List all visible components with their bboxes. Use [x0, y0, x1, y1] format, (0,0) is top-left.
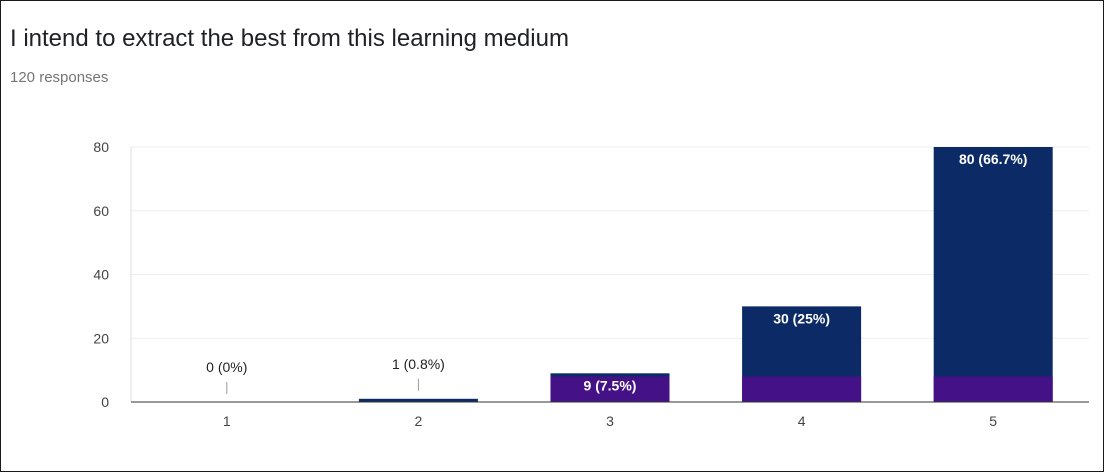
x-tick-label: 3 — [606, 413, 614, 429]
y-tick-label: 60 — [93, 203, 109, 219]
data-label: 30 (25%) — [773, 310, 830, 326]
response-count: 120 responses — [10, 69, 109, 86]
y-tick-label: 0 — [101, 394, 109, 410]
y-tick-label: 80 — [93, 139, 109, 155]
x-tick-label: 2 — [415, 413, 423, 429]
bar-overlay — [933, 376, 1053, 402]
bar-overlay — [550, 376, 670, 402]
y-tick-label: 20 — [93, 330, 109, 346]
x-tick-label: 4 — [798, 413, 806, 429]
data-label: 9 (7.5%) — [584, 377, 637, 393]
data-label: 80 (66.7%) — [959, 151, 1027, 167]
x-tick-label: 5 — [989, 413, 997, 429]
bar — [933, 147, 1053, 402]
data-label: 0 (0%) — [206, 359, 247, 375]
bar — [358, 398, 478, 402]
bar-overlay — [742, 376, 862, 402]
x-tick-label: 1 — [223, 413, 231, 429]
y-tick-label: 40 — [93, 267, 109, 283]
data-label: 1 (0.8%) — [392, 356, 445, 372]
chart-title: I intend to extract the best from this l… — [10, 25, 569, 52]
